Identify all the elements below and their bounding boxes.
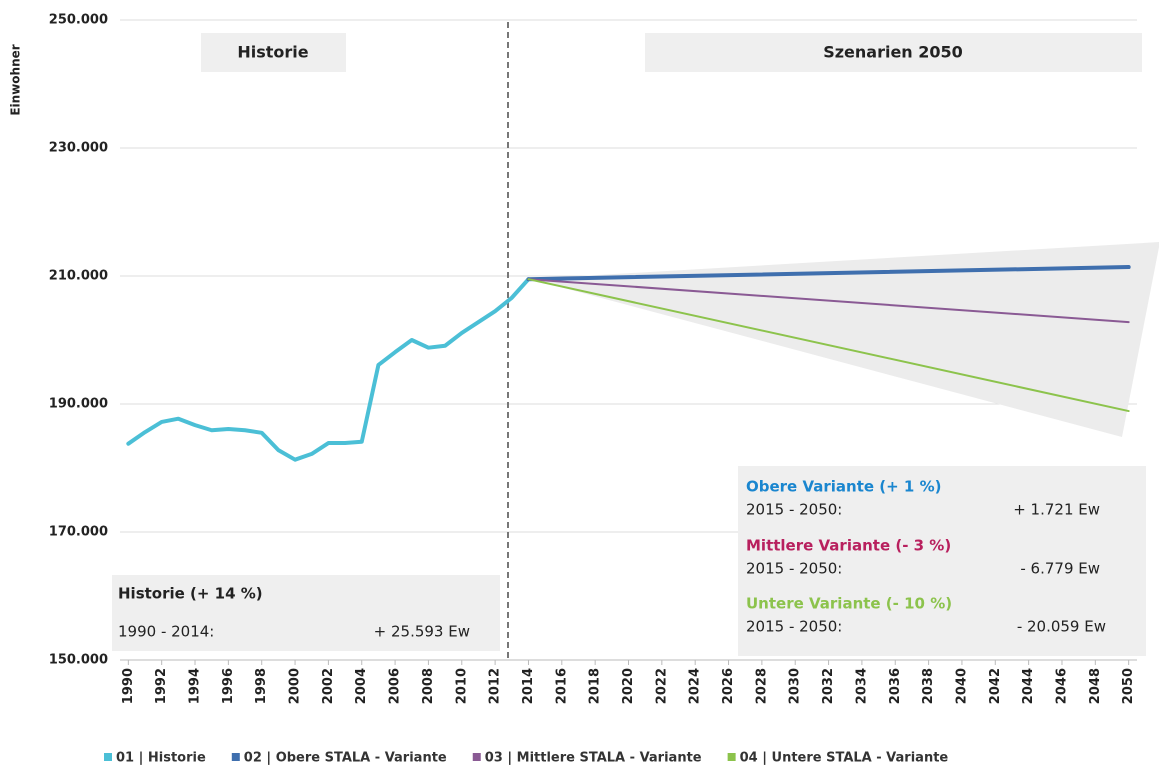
note-period: 1990 - 2014: <box>118 623 214 641</box>
x-tick-label: 2022 <box>654 668 669 704</box>
x-tick-label: 2012 <box>488 668 503 704</box>
note-change: + 1.721 Ew <box>1013 501 1100 519</box>
note-title: Mittlere Variante (- 3 %) <box>746 537 951 555</box>
x-tick-label: 2036 <box>888 668 903 704</box>
x-tick-label: 2038 <box>921 668 936 704</box>
note-period: 2015 - 2050: <box>746 560 842 578</box>
x-tick-label: 1990 <box>121 668 136 704</box>
x-tick-label: 2034 <box>854 668 869 704</box>
legend-label: 02 | Obere STALA - Variante <box>244 751 447 766</box>
x-tick-label: 2016 <box>554 668 569 704</box>
x-tick-label: 2030 <box>788 668 803 704</box>
y-tick-label: 170.000 <box>49 525 108 540</box>
x-tick-label: 1998 <box>254 668 269 704</box>
note-box <box>738 466 1146 656</box>
x-tick-label: 2040 <box>954 668 969 704</box>
x-tick-label: 2014 <box>521 668 536 704</box>
series-line <box>527 278 1130 324</box>
legend-swatch <box>472 753 481 761</box>
note-change: - 20.059 Ew <box>1017 618 1106 636</box>
x-tick-label: 2050 <box>1121 668 1136 704</box>
x-tick-label: 2048 <box>1088 668 1103 704</box>
note-period: 2015 - 2050: <box>746 501 842 519</box>
x-tick-label: 2028 <box>754 668 769 704</box>
y-tick-label: 150.000 <box>49 653 108 668</box>
x-tick-label: 2004 <box>354 668 369 704</box>
legend-swatch <box>727 753 736 761</box>
series-line <box>526 265 1131 282</box>
y-tick-label: 190.000 <box>49 397 108 412</box>
x-tick-label: 2002 <box>321 668 336 704</box>
legend-label: 04 | Untere STALA - Variante <box>740 751 949 766</box>
note-title: Historie (+ 14 %) <box>118 585 263 603</box>
y-tick-label: 210.000 <box>49 269 108 284</box>
header-box <box>201 33 346 72</box>
legend-label: 03 | Mittlere STALA - Variante <box>485 751 702 766</box>
note-box <box>112 575 500 651</box>
y-axis-label: Einwohner <box>9 44 23 115</box>
x-tick-label: 2042 <box>988 668 1003 704</box>
x-tick-label: 2046 <box>1054 668 1069 704</box>
note-title: Obere Variante (+ 1 %) <box>746 478 941 496</box>
note-period: 2015 - 2050: <box>746 618 842 636</box>
x-tick-label: 2020 <box>621 668 636 704</box>
x-tick-label: 2032 <box>821 668 836 704</box>
note-title: Untere Variante (- 10 %) <box>746 595 952 613</box>
header: Historie <box>237 43 308 62</box>
legend-label: 01 | Historie <box>116 751 206 766</box>
header: Szenarien 2050 <box>823 43 963 62</box>
x-tick-label: 2010 <box>454 668 469 704</box>
x-tick-label: 2006 <box>388 668 403 704</box>
x-tick-label: 1996 <box>221 668 236 704</box>
x-tick-label: 2008 <box>421 668 436 704</box>
x-tick-label: 2018 <box>588 668 603 704</box>
x-tick-label: 1992 <box>154 668 169 704</box>
x-tick-label: 2044 <box>1021 668 1036 704</box>
note-change: - 6.779 Ew <box>1020 560 1100 578</box>
legend-swatch <box>231 753 240 761</box>
series-line <box>527 278 1130 413</box>
note-change: + 25.593 Ew <box>374 623 470 641</box>
y-tick-label: 230.000 <box>49 141 108 156</box>
legend-swatch <box>104 753 112 761</box>
x-tick-label: 2024 <box>688 668 703 704</box>
y-tick-label: 250.000 <box>49 13 108 28</box>
x-tick-label: 2000 <box>288 668 303 704</box>
x-tick-label: 1994 <box>188 668 203 704</box>
header-box <box>645 33 1142 72</box>
x-tick-label: 2026 <box>721 668 736 704</box>
series-line <box>126 277 531 462</box>
